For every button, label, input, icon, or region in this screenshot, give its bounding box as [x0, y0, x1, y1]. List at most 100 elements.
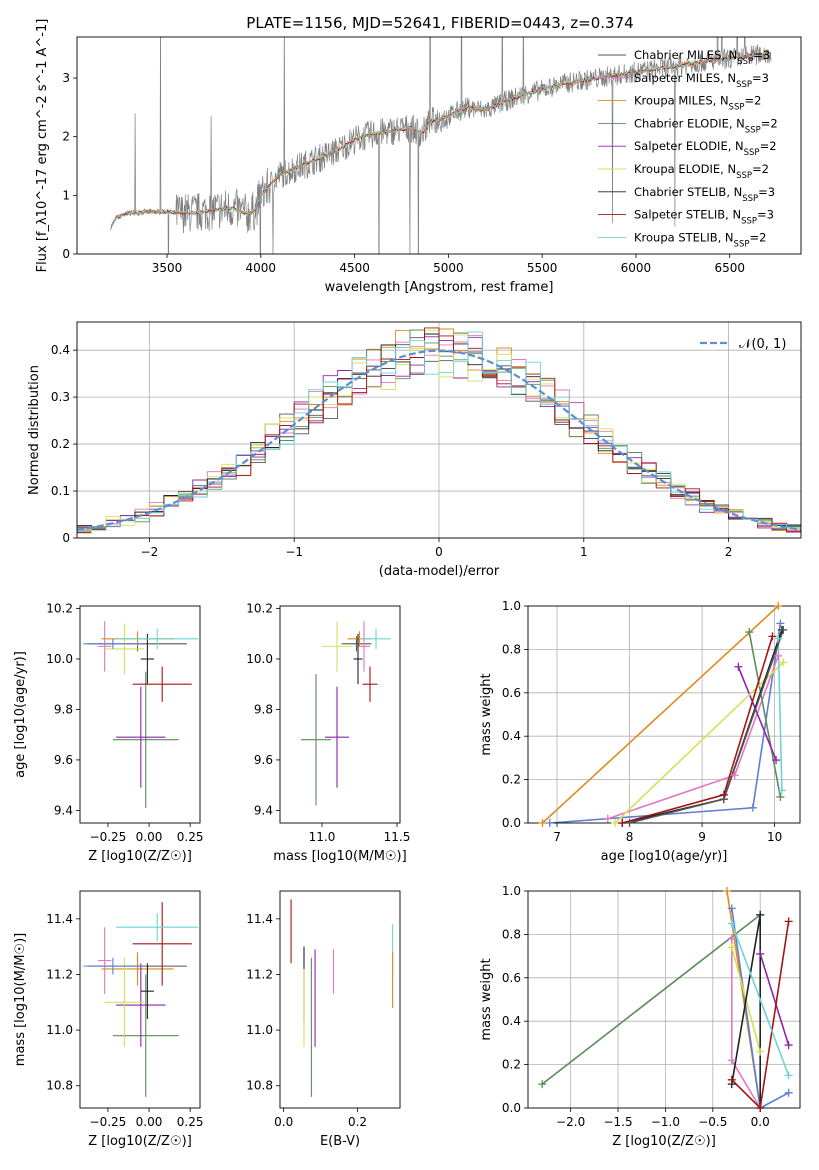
axes-frame — [79, 890, 201, 1109]
axes-frame — [76, 36, 802, 255]
plus-marker — [774, 634, 783, 643]
y-tick-label: 11.0 — [246, 1023, 273, 1037]
mass-weight-line — [731, 923, 790, 1076]
mass-age-panel: 11.0 11.5 9.4 9.6 9.8 10.0 10.2 mass [log10(M/M… — [246, 602, 410, 864]
plus-marker — [772, 756, 781, 765]
plus-marker — [719, 795, 728, 804]
x-tick-label: −2.0 — [556, 1115, 585, 1129]
mass-weight-line — [607, 655, 779, 820]
plot-area — [528, 891, 800, 1108]
residual-histogram-panel: −2 −1 0 1 2 0 0.1 0.2 0.3 0.4 (data-model)/error No… — [27, 321, 802, 579]
y-tick-label: 0.0 — [502, 1101, 521, 1115]
plot-area — [83, 621, 199, 808]
plus-marker — [611, 819, 620, 827]
x-tick-label: −2 — [141, 545, 159, 559]
plus-marker — [756, 1047, 765, 1056]
x-tick-label: 2 — [725, 545, 733, 559]
plus-marker — [774, 651, 783, 660]
x-tick-label: 5500 — [527, 261, 558, 275]
x-tick-label: 0.2 — [348, 1115, 367, 1129]
y-axis-label: age [log10(age/yr)] — [13, 651, 28, 778]
x-tick-label: 4500 — [339, 261, 370, 275]
plus-marker — [768, 632, 777, 641]
plus-marker — [727, 919, 736, 928]
y-tick-label: 11.4 — [246, 912, 273, 926]
legend-label: Salpeter ELODIE, NSSP=2 — [634, 139, 777, 158]
legend-label: Kroupa STELIB, NSSP=2 — [634, 230, 766, 249]
legend-label: Salpeter STELIB, NSSP=3 — [634, 208, 774, 227]
age-mass-weight-panel: 7 8 9 10 0.0 0.2 0.4 0.6 0.8 1.0 age [log10(age/yr… — [479, 599, 801, 864]
y-tick-label: 1.0 — [502, 884, 521, 898]
x-tick-label: 7 — [553, 830, 561, 844]
plus-marker — [756, 949, 765, 958]
plus-marker — [723, 887, 732, 895]
x-tick-label: 0.25 — [177, 830, 204, 844]
y-tick-label: 0.6 — [502, 971, 521, 985]
x-axis-label: mass [log10(M/M☉)] — [273, 849, 406, 864]
x-axis-label: Z [log10(Z/Z☉)] — [612, 1134, 716, 1149]
y-tick-label: 0 — [62, 247, 70, 261]
legend-label: Salpeter MILES, NSSP=3 — [634, 71, 769, 90]
plus-marker — [748, 803, 757, 812]
plus-marker — [727, 934, 736, 943]
plus-marker — [538, 819, 547, 827]
y-axis-label: Normed distribution — [27, 365, 42, 495]
x-tick-label: 3500 — [152, 261, 183, 275]
plus-marker — [756, 910, 765, 919]
spectrum-legend: Chabrier MILES, NSSP=3 Salpeter MILES, NS… — [598, 48, 778, 249]
legend-label: Chabrier ELODIE, NSSP=2 — [634, 116, 778, 135]
plot-area — [83, 902, 199, 1097]
axes-frame — [527, 605, 801, 824]
mass-weight-line — [748, 631, 782, 798]
plus-marker — [774, 602, 783, 610]
y-tick-label: 10.2 — [46, 602, 73, 616]
y-tick-label: 0.8 — [502, 642, 521, 656]
y-axis-label: mass weight — [479, 673, 494, 755]
y-axis-label: mass [log10(M/M☉)] — [13, 933, 28, 1066]
plot-area — [77, 322, 801, 538]
legend-label: Chabrier STELIB, NSSP=3 — [634, 185, 775, 204]
y-tick-label: 0.2 — [502, 1058, 521, 1072]
x-tick-label: 0.0 — [274, 1115, 293, 1129]
y-tick-label: 0.1 — [51, 484, 70, 498]
x-axis-label: E(B-V) — [320, 1134, 360, 1149]
x-tick-label: 6000 — [621, 261, 652, 275]
x-tick-label: 4000 — [246, 261, 277, 275]
x-tick-label: −1.0 — [651, 1115, 680, 1129]
metallicity-mass-panel: −0.25 0.00 0.25 10.8 11.0 11.2 11.4 Z [log10(Z/… — [13, 890, 204, 1149]
x-tick-label: 11.5 — [384, 830, 411, 844]
legend-label: Kroupa MILES, NSSP=2 — [634, 94, 761, 113]
y-tick-label: 0.2 — [502, 773, 521, 787]
x-axis-label: age [log10(age/yr)] — [601, 849, 728, 864]
y-tick-label: 0.4 — [51, 343, 70, 357]
x-tick-label: 6500 — [714, 261, 745, 275]
mass-weight-line — [731, 908, 789, 1108]
y-tick-label: 10.0 — [246, 652, 273, 666]
mass-weight-line — [777, 638, 783, 791]
figure-title: PLATE=1156, MJD=52641, FIBERID=0443, z=0… — [246, 14, 633, 32]
x-tick-label: 1 — [580, 545, 588, 559]
y-axis-label: Flux [f_λ10^-17 erg cm^-2 s^-1 A^-1] — [35, 19, 50, 273]
mass-weight-line — [737, 666, 777, 761]
y-tick-label: 10.0 — [46, 652, 73, 666]
y-tick-label: 9.4 — [254, 803, 273, 817]
metallicity-mass-weight-panel: −2.0 −1.5 −1.0 −0.5 0.0 0.0 0.2 0.4 0.6 0.8 1.0 Z [… — [479, 884, 801, 1149]
y-tick-label: 9.8 — [54, 702, 73, 716]
mass-weight-line — [759, 953, 790, 1046]
residual-histogram-line — [77, 327, 801, 532]
plus-marker — [784, 1071, 793, 1080]
x-tick-label: −1.5 — [603, 1115, 632, 1129]
residual-histogram-line — [77, 331, 801, 531]
x-tick-label: 0.25 — [177, 1115, 204, 1129]
plus-marker — [727, 1075, 736, 1084]
metallicity-age-panel: −0.25 0.00 0.25 9.4 9.6 9.8 10.0 10.2 Z [log10(Z… — [13, 602, 203, 864]
x-tick-label: 8 — [626, 830, 634, 844]
y-tick-label: 10.8 — [246, 1079, 273, 1093]
y-tick-label: 2 — [62, 130, 70, 144]
axes-frame — [79, 605, 201, 824]
plus-marker — [545, 819, 554, 827]
y-tick-label: 0.0 — [502, 816, 521, 830]
plus-marker — [730, 771, 739, 780]
mass-weight-line — [731, 921, 790, 1108]
